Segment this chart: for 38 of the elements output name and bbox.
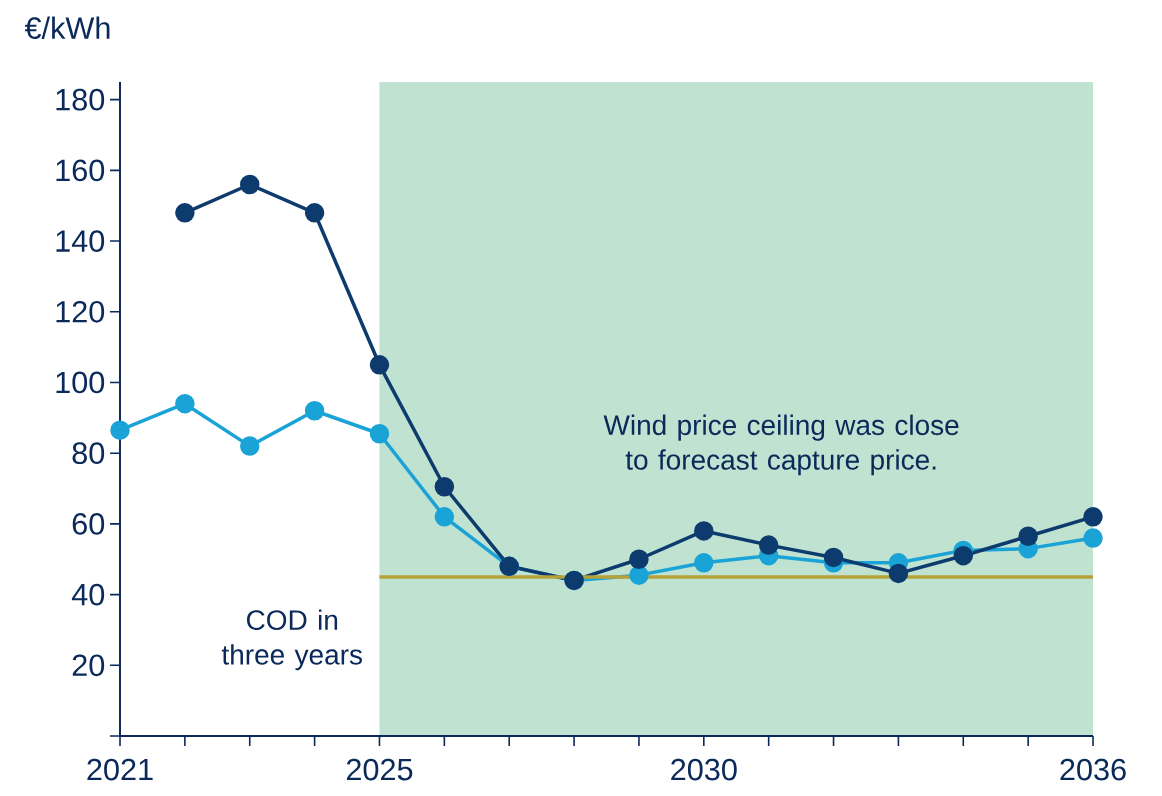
y-tick-label: 40 bbox=[71, 583, 105, 606]
annotation: Wind price ceiling was close to forecast capture price. bbox=[603, 414, 959, 476]
point bbox=[304, 401, 325, 421]
point bbox=[758, 535, 779, 555]
point bbox=[629, 565, 649, 585]
point bbox=[434, 507, 455, 527]
y-tick-label: 20 bbox=[72, 654, 105, 677]
point bbox=[304, 203, 325, 223]
point bbox=[175, 393, 195, 414]
annotation: COD in three years bbox=[221, 609, 362, 671]
point bbox=[239, 436, 260, 456]
y-tick-label: 160 bbox=[56, 159, 105, 182]
point bbox=[369, 423, 390, 444]
y-axis-title: €/kWh bbox=[24, 16, 110, 39]
point bbox=[953, 545, 974, 566]
x-tick-label: 2030 bbox=[671, 758, 737, 781]
y-tick-label: 120 bbox=[56, 300, 105, 323]
point bbox=[369, 355, 390, 375]
y-tick-label: 140 bbox=[56, 230, 105, 252]
point bbox=[694, 553, 714, 573]
point bbox=[1083, 507, 1103, 527]
y-tick-label: 60 bbox=[72, 513, 105, 535]
point bbox=[629, 549, 649, 569]
point bbox=[110, 420, 130, 440]
point bbox=[175, 203, 195, 223]
point bbox=[1018, 526, 1038, 547]
point bbox=[1083, 528, 1103, 548]
point bbox=[888, 563, 909, 584]
point bbox=[823, 547, 844, 568]
y-tick-label: 80 bbox=[72, 442, 105, 465]
point bbox=[694, 521, 714, 541]
point bbox=[239, 174, 260, 195]
y-tick-label: 180 bbox=[56, 88, 105, 111]
x-tick-label: 2021 bbox=[87, 758, 153, 781]
x-tick-label: 2036 bbox=[1060, 758, 1126, 781]
point bbox=[434, 477, 455, 497]
x-tick-label: 2025 bbox=[346, 758, 413, 781]
y-tick-label: 100 bbox=[56, 371, 105, 394]
